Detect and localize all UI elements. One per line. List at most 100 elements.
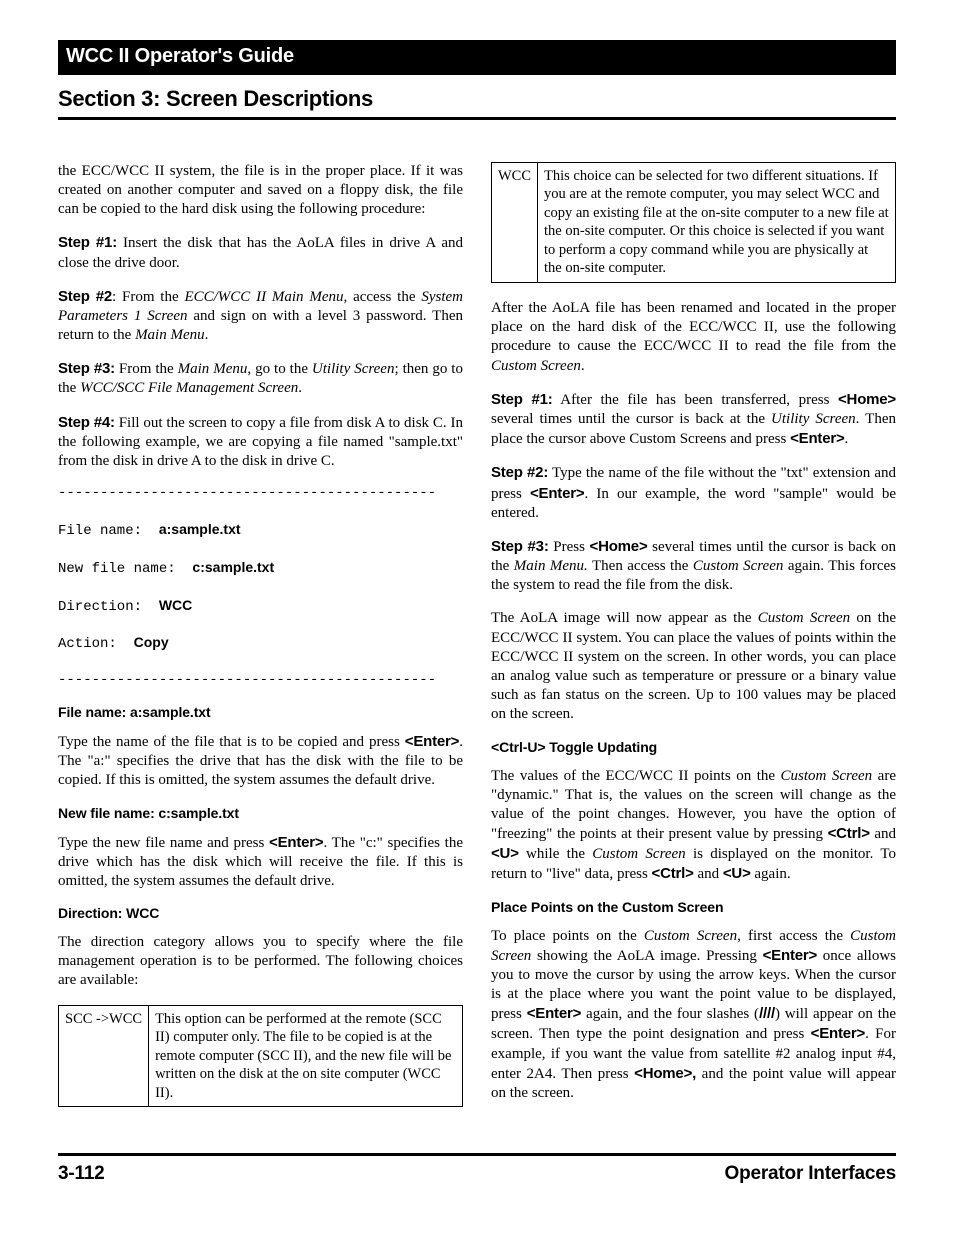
r-p2: The AoLA image will now appear as the Cu…: [491, 609, 896, 724]
slashes: ////: [759, 1005, 775, 1022]
footer-title: Operator Interfaces: [725, 1162, 897, 1186]
p-filename: Type the name of the file that is to be …: [58, 732, 463, 791]
enter-key: <Enter>: [763, 947, 817, 964]
code-block: ----------------------------------------…: [58, 485, 463, 690]
r-p3: The values of the ECC/WCC II points on t…: [491, 767, 896, 885]
t: and: [870, 826, 896, 842]
r-step-2-label: Step #2:: [491, 464, 548, 481]
t: Utility Screen: [312, 361, 395, 377]
left-column: the ECC/WCC II system, the file is in th…: [58, 162, 463, 1117]
t: The values of the ECC/WCC II points on t…: [491, 768, 781, 784]
t: .: [205, 327, 209, 343]
t: , go to the: [247, 361, 312, 377]
t: From the: [115, 361, 178, 377]
t: on the ECC/WCC II system. You can place …: [491, 610, 896, 722]
t: Utility Screen: [771, 411, 856, 427]
home-key: <Home>: [838, 391, 896, 408]
r-step-3-label: Step #3:: [491, 538, 549, 555]
home-key: <Home>: [590, 538, 648, 555]
home-key: <Home>,: [634, 1065, 696, 1082]
l: New file name:: [58, 561, 192, 577]
t: , first access the: [737, 928, 850, 944]
enter-key: <Enter>: [405, 733, 459, 750]
header-bar: WCC II Operator's Guide: [58, 40, 896, 75]
l: a:sample.txt: [159, 521, 241, 537]
t: Custom Screen: [758, 610, 850, 626]
subhead-ctrl-u: <Ctrl-U> Toggle Updating: [491, 739, 896, 757]
t: After the AoLA file has been renamed and…: [491, 300, 896, 354]
step-1-label: Step #1:: [58, 234, 117, 251]
t: Custom Screen: [592, 846, 685, 862]
right-column: WCC This choice can be selected for two …: [491, 162, 896, 1117]
table-cell-right: This option can be performed at the remo…: [149, 1005, 463, 1107]
subhead-place-points: Place Points on the Custom Screen: [491, 899, 896, 917]
rule: ----------------------------------------…: [58, 672, 436, 688]
t: Type the name of the file that is to be …: [58, 734, 405, 750]
t: several times until the cursor is back a…: [491, 411, 771, 427]
step-2: Step #2: From the ECC/WCC II Main Menu, …: [58, 287, 463, 346]
step-4: Step #4: Fill out the screen to copy a f…: [58, 413, 463, 472]
r-step-1: Step #1: After the file has been transfe…: [491, 390, 896, 450]
p-direction: The direction category allows you to spe…: [58, 933, 463, 991]
t: Main Menu: [135, 327, 205, 343]
section-title: Section 3: Screen Descriptions: [58, 85, 896, 120]
t: .: [845, 431, 849, 447]
r-p1: After the AoLA file has been renamed and…: [491, 299, 896, 376]
r-p4: To place points on the Custom Screen, fi…: [491, 927, 896, 1104]
step-3-label: Step #3:: [58, 360, 115, 377]
intro-paragraph: the ECC/WCC II system, the file is in th…: [58, 162, 463, 220]
page-number: 3-112: [58, 1162, 105, 1186]
l: Copy: [134, 634, 169, 650]
t: Custom Screen: [491, 358, 581, 374]
t: Custom Screen: [693, 558, 784, 574]
ctrl-key: <Ctrl>: [828, 825, 870, 842]
content-columns: the ECC/WCC II system, the file is in th…: [58, 162, 896, 1117]
rule: ----------------------------------------…: [58, 485, 436, 501]
t: .: [298, 380, 302, 396]
ctrl-key: <Ctrl>: [652, 865, 694, 882]
p-newfilename: Type the new file name and press <Enter>…: [58, 833, 463, 892]
t: The AoLA image will now appear as the: [491, 610, 758, 626]
t: Main Menu.: [514, 558, 588, 574]
t: Then access the: [588, 558, 693, 574]
enter-key: <Enter>: [269, 834, 323, 851]
t: Custom Screen: [644, 928, 737, 944]
r-step-1-label: Step #1:: [491, 391, 553, 408]
step-1-text: Insert the disk that has the AoLA files …: [58, 235, 463, 270]
t: Main Menu: [178, 361, 248, 377]
enter-key: <Enter>: [790, 430, 844, 447]
l: Direction:: [58, 599, 159, 615]
t: Press: [549, 539, 590, 555]
t: : From the: [112, 289, 184, 305]
step-4-label: Step #4:: [58, 414, 115, 431]
u-key: <U>: [723, 865, 751, 882]
t: WCC/SCC File Management Screen: [80, 380, 298, 396]
subhead-filename: File name: a:sample.txt: [58, 704, 463, 722]
subhead-direction: Direction: WCC: [58, 905, 463, 923]
table-cell-left: SCC ->WCC: [59, 1005, 149, 1107]
enter-key: <Enter>: [527, 1005, 581, 1022]
t: ECC/WCC II Main Menu: [184, 289, 343, 305]
t: Custom Screen: [781, 768, 873, 784]
step-1: Step #1: Insert the disk that has the Ao…: [58, 233, 463, 272]
t: , access the: [344, 289, 422, 305]
t: Type the new file name and press: [58, 835, 269, 851]
direction-table-1: SCC ->WCC This option can be performed a…: [58, 1005, 463, 1108]
direction-table-2: WCC This choice can be selected for two …: [491, 162, 896, 283]
step-2-label: Step #2: [58, 288, 112, 305]
subhead-newfilename: New file name: c:sample.txt: [58, 805, 463, 823]
l: WCC: [159, 597, 192, 613]
enter-key: <Enter>: [811, 1025, 865, 1042]
r-step-2: Step #2: Type the name of the file witho…: [491, 463, 896, 523]
t: To place points on the: [491, 928, 644, 944]
u-key: <U>: [491, 845, 519, 862]
t: again.: [751, 866, 791, 882]
t: and: [694, 866, 723, 882]
l: Action:: [58, 636, 134, 652]
r-step-3: Step #3: Press <Home> several times unti…: [491, 537, 896, 596]
t: After the file has been transferred, pre…: [553, 392, 838, 408]
t: again, and the four slashes (: [581, 1006, 759, 1022]
table-cell-right: This choice can be selected for two diff…: [538, 162, 896, 282]
t: Fill out the screen to copy a file from …: [58, 415, 463, 469]
footer: 3-112 Operator Interfaces: [58, 1153, 896, 1186]
